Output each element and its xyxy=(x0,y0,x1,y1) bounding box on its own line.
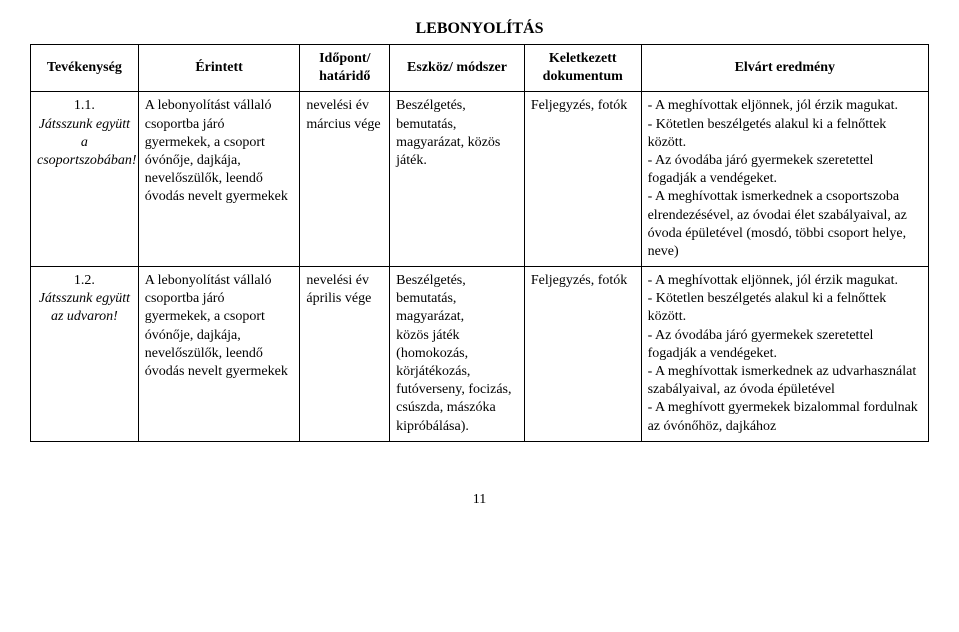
page-title: LEBONYOLÍTÁS xyxy=(30,20,929,38)
cell-time: nevelési év április vége xyxy=(300,267,390,442)
cell-result: - A meghívottak eljönnek, jól érzik magu… xyxy=(641,92,928,267)
activity-num: 1.1. xyxy=(74,98,95,113)
table-row: 1.2. Játsszunk együtt az udvaron! A lebo… xyxy=(31,267,929,442)
cell-activity: 1.2. Játsszunk együtt az udvaron! xyxy=(31,267,139,442)
table-header-row: Tevékenység Érintett Időpont/ határidő E… xyxy=(31,45,929,92)
header-involved: Érintett xyxy=(138,45,300,92)
header-activity: Tevékenység xyxy=(31,45,139,92)
activity-num: 1.2. xyxy=(74,273,95,288)
cell-activity: 1.1. Játsszunk együtt a csoportszobában! xyxy=(31,92,139,267)
main-table: Tevékenység Érintett Időpont/ határidő E… xyxy=(30,44,929,442)
cell-time: nevelési év március vége xyxy=(300,92,390,267)
header-document: Keletkezett dokumentum xyxy=(524,45,641,92)
header-time: Időpont/ határidő xyxy=(300,45,390,92)
cell-method: Beszélgetés, bemutatás, magyarázat, közö… xyxy=(390,92,525,267)
table-row: 1.1. Játsszunk együtt a csoportszobában!… xyxy=(31,92,929,267)
header-result: Elvárt eredmény xyxy=(641,45,928,92)
cell-method: Beszélgetés, bemutatás, magyarázat, közö… xyxy=(390,267,525,442)
cell-document: Feljegyzés, fotók xyxy=(524,267,641,442)
activity-label: Játsszunk együtt a csoportszobában! xyxy=(37,117,137,168)
header-method: Eszköz/ módszer xyxy=(390,45,525,92)
cell-result: - A meghívottak eljönnek, jól érzik magu… xyxy=(641,267,928,442)
cell-involved: A lebonyolítást vállaló csoportba járó g… xyxy=(138,267,300,442)
cell-involved: A lebonyolítást vállaló csoportba járó g… xyxy=(138,92,300,267)
cell-document: Feljegyzés, fotók xyxy=(524,92,641,267)
page-number: 11 xyxy=(30,492,929,508)
activity-label: Játsszunk együtt az udvaron! xyxy=(39,291,130,324)
